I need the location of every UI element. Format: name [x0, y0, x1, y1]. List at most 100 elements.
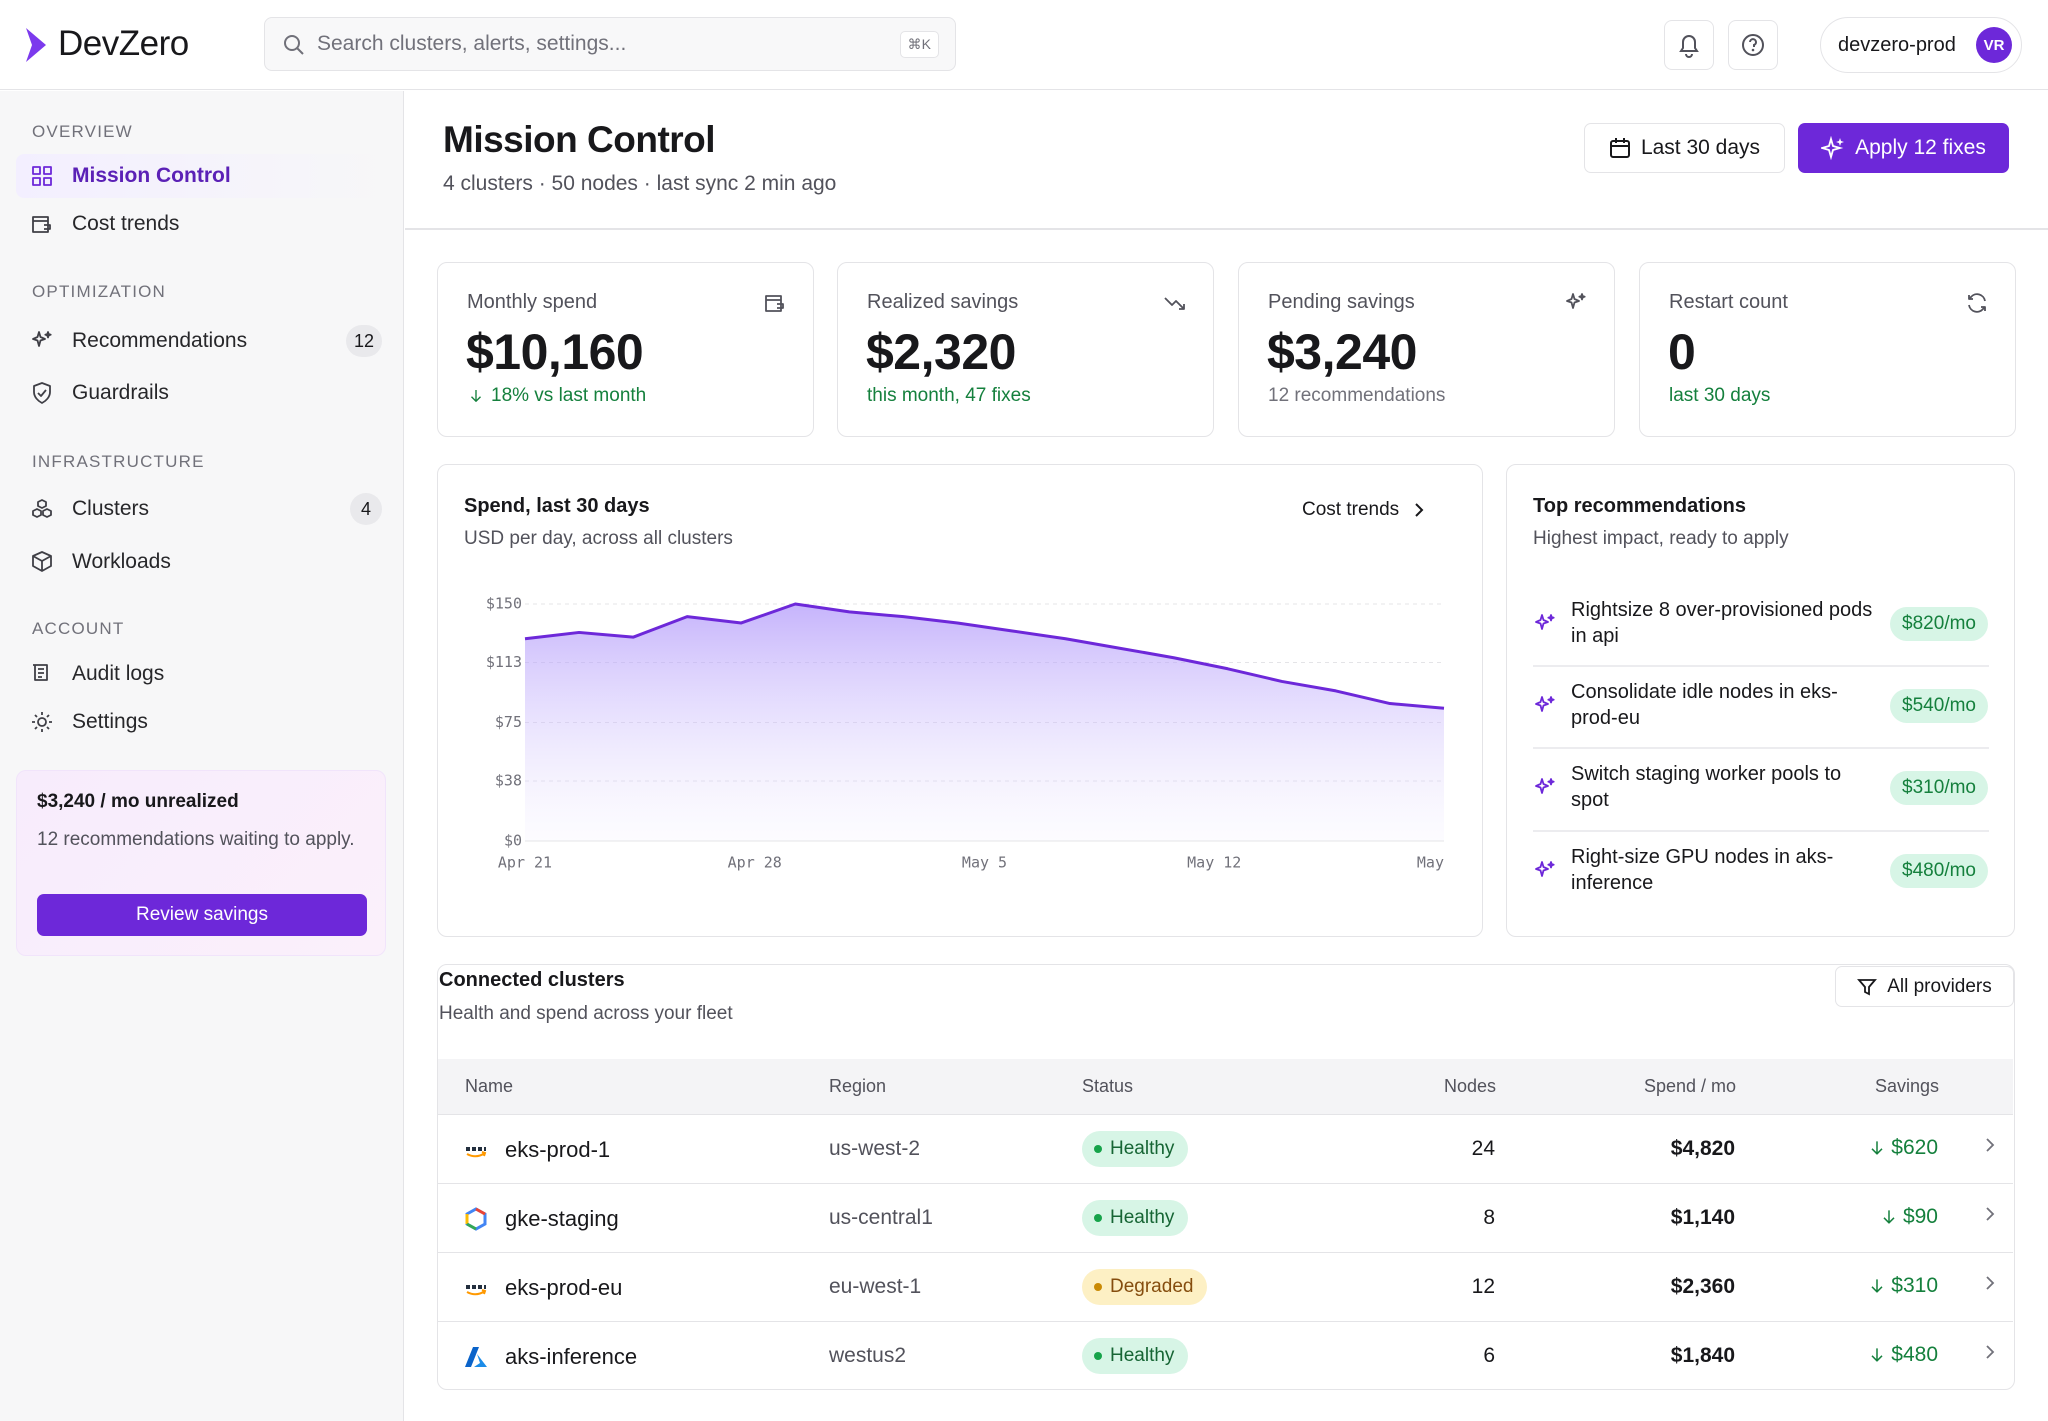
icon-path — [1535, 778, 1555, 794]
status-text: Degraded — [1110, 1276, 1194, 1297]
kpi-label: Restart count — [1669, 291, 1788, 313]
region: us-central1 — [829, 1206, 933, 1229]
nav-icon — [33, 382, 51, 404]
azure-b — [474, 1354, 487, 1367]
table-row[interactable]: aks-inference westus2 Healthy 6 $1,840 $480 — [438, 1322, 2013, 1391]
savings-value: $480 — [1891, 1343, 1938, 1366]
clusters-subtitle: Health and spend across your fleet — [439, 1003, 733, 1024]
kpi-icon — [1566, 293, 1586, 309]
icon-path — [1871, 1279, 1883, 1293]
kpi-icon — [1164, 297, 1185, 310]
down-arrow — [1871, 1348, 1883, 1362]
search-placeholder: Search clusters, alerts, settings... — [317, 32, 627, 55]
help-icon — [1742, 34, 1764, 56]
region: eu-west-1 — [829, 1275, 922, 1298]
nav-item[interactable]: Mission Control — [16, 154, 388, 198]
filter-label: All providers — [1887, 975, 1992, 997]
section-title: OPTIMIZATION — [32, 282, 167, 301]
notifications-button[interactable] — [1664, 20, 1714, 70]
rec-text: Right-size GPU nodes in aks-inference — [1571, 846, 1834, 894]
x-tick-label: Apr 28 — [728, 854, 782, 872]
aws-smile — [466, 1289, 487, 1296]
icon-path — [1883, 1210, 1895, 1224]
recommendations-subtitle: Highest impact, ready to apply — [1533, 528, 1789, 549]
row-chevron — [1986, 1276, 1995, 1290]
help-button[interactable] — [1728, 20, 1778, 70]
status-badge: Degraded — [1082, 1269, 1208, 1305]
date-range-button[interactable]: Last 30 days — [1584, 123, 1785, 173]
status-dot — [1094, 1283, 1102, 1291]
provider-filter[interactable]: All providers — [1835, 966, 2014, 1007]
promo-title: $3,240 / mo unrealized — [37, 791, 239, 812]
nav-icon — [32, 712, 52, 732]
cost-trends-link[interactable]: Cost trends — [1302, 499, 1425, 521]
aws-smile — [466, 1151, 487, 1158]
status-text: Healthy — [1110, 1345, 1175, 1366]
nav-item[interactable]: Audit logs — [16, 652, 388, 696]
status-text: Healthy — [1110, 1138, 1175, 1159]
chevron — [1415, 503, 1424, 517]
kpi-value: 0 — [1668, 324, 1696, 380]
table-row[interactable]: eks-prod-eu eu-west-1 Degraded 12 $2,360 $310 — [438, 1253, 2013, 1322]
kpi-icon — [1968, 293, 1986, 313]
region: us-west-2 — [829, 1137, 921, 1160]
x-tick-label: Apr 21 — [498, 854, 552, 872]
logo: DevZero — [58, 24, 189, 63]
rec-amount: $540/mo — [1890, 689, 1988, 723]
nav-label: Cost trends — [72, 212, 180, 235]
promo-card: $3,240 / mo unrealized 12 recommendation… — [16, 770, 386, 956]
nav-item[interactable]: Settings — [16, 700, 388, 744]
nav-item[interactable]: Clusters 4 — [16, 487, 388, 531]
rec-amount: $310/mo — [1890, 771, 1988, 805]
separator — [1533, 830, 1989, 832]
divider — [405, 228, 2048, 230]
column-header: Savings — [1874, 1076, 1939, 1096]
kpi-value: $2,320 — [866, 324, 1016, 380]
apply-fixes-button[interactable]: Apply 12 fixes — [1798, 123, 2009, 173]
azure-a — [465, 1347, 479, 1367]
kpi-icon — [765, 295, 784, 312]
provider-icon — [465, 1347, 487, 1367]
nav-item[interactable]: Cost trends — [16, 202, 388, 246]
savings-cell: $310 — [1867, 1274, 1938, 1298]
row-chevron — [1986, 1207, 1995, 1221]
nav-icon — [32, 499, 52, 518]
icon-path — [32, 712, 52, 732]
kpi-note-text: last 30 days — [1669, 385, 1771, 406]
apply-fixes-label: Apply 12 fixes — [1855, 136, 1986, 159]
section-title: INFRASTRUCTURE — [32, 452, 205, 471]
account-switcher[interactable]: devzero-prod VR — [1820, 17, 2022, 73]
spend: $1,140 — [1670, 1206, 1735, 1229]
nav-label: Recommendations — [72, 329, 248, 352]
nav-item[interactable]: Guardrails — [16, 371, 388, 415]
nav-item[interactable]: Recommendations 12 — [16, 319, 388, 363]
review-savings-button[interactable]: Review savings — [37, 894, 367, 936]
clusters-title: Connected clusters — [439, 969, 625, 991]
nav-label: Mission Control — [72, 164, 231, 187]
logo-mark — [26, 28, 46, 62]
rec-icon — [1535, 861, 1555, 877]
table-row[interactable]: eks-prod-1 us-west-2 Healthy 24 $4,820 $620 — [438, 1115, 2013, 1184]
nodes: 12 — [1471, 1275, 1495, 1298]
icon-path — [32, 499, 52, 518]
rec-icon — [1535, 696, 1555, 712]
chart-subtitle: USD per day, across all clusters — [464, 528, 733, 549]
main: Mission Control 4 clusters · 50 nodes · … — [405, 91, 2048, 1421]
gcp-red — [475, 1207, 486, 1216]
promo-text: 12 recommendations waiting to apply. — [37, 829, 355, 850]
page-title: Mission Control — [443, 119, 716, 160]
kpi-note: last 30 days — [1669, 385, 1770, 407]
status-dot — [1094, 1352, 1102, 1360]
y-tick-label: $0 — [504, 832, 522, 850]
search-box[interactable]: Search clusters, alerts, settings... ⌘K — [264, 17, 956, 71]
kpi-card: Pending savings $3,240 12 recommendations — [1238, 262, 1615, 437]
cluster-name: eks-prod-eu — [505, 1275, 623, 1300]
icon-path — [32, 551, 52, 572]
gcp-green — [466, 1222, 477, 1231]
y-tick-label: $75 — [495, 713, 522, 731]
nodes: 6 — [1483, 1344, 1495, 1367]
down-arrow — [1871, 1141, 1883, 1155]
nav-item[interactable]: Workloads — [16, 540, 388, 584]
table-row[interactable]: gke-staging us-central1 Healthy 8 $1,140 $90 — [438, 1184, 2013, 1253]
